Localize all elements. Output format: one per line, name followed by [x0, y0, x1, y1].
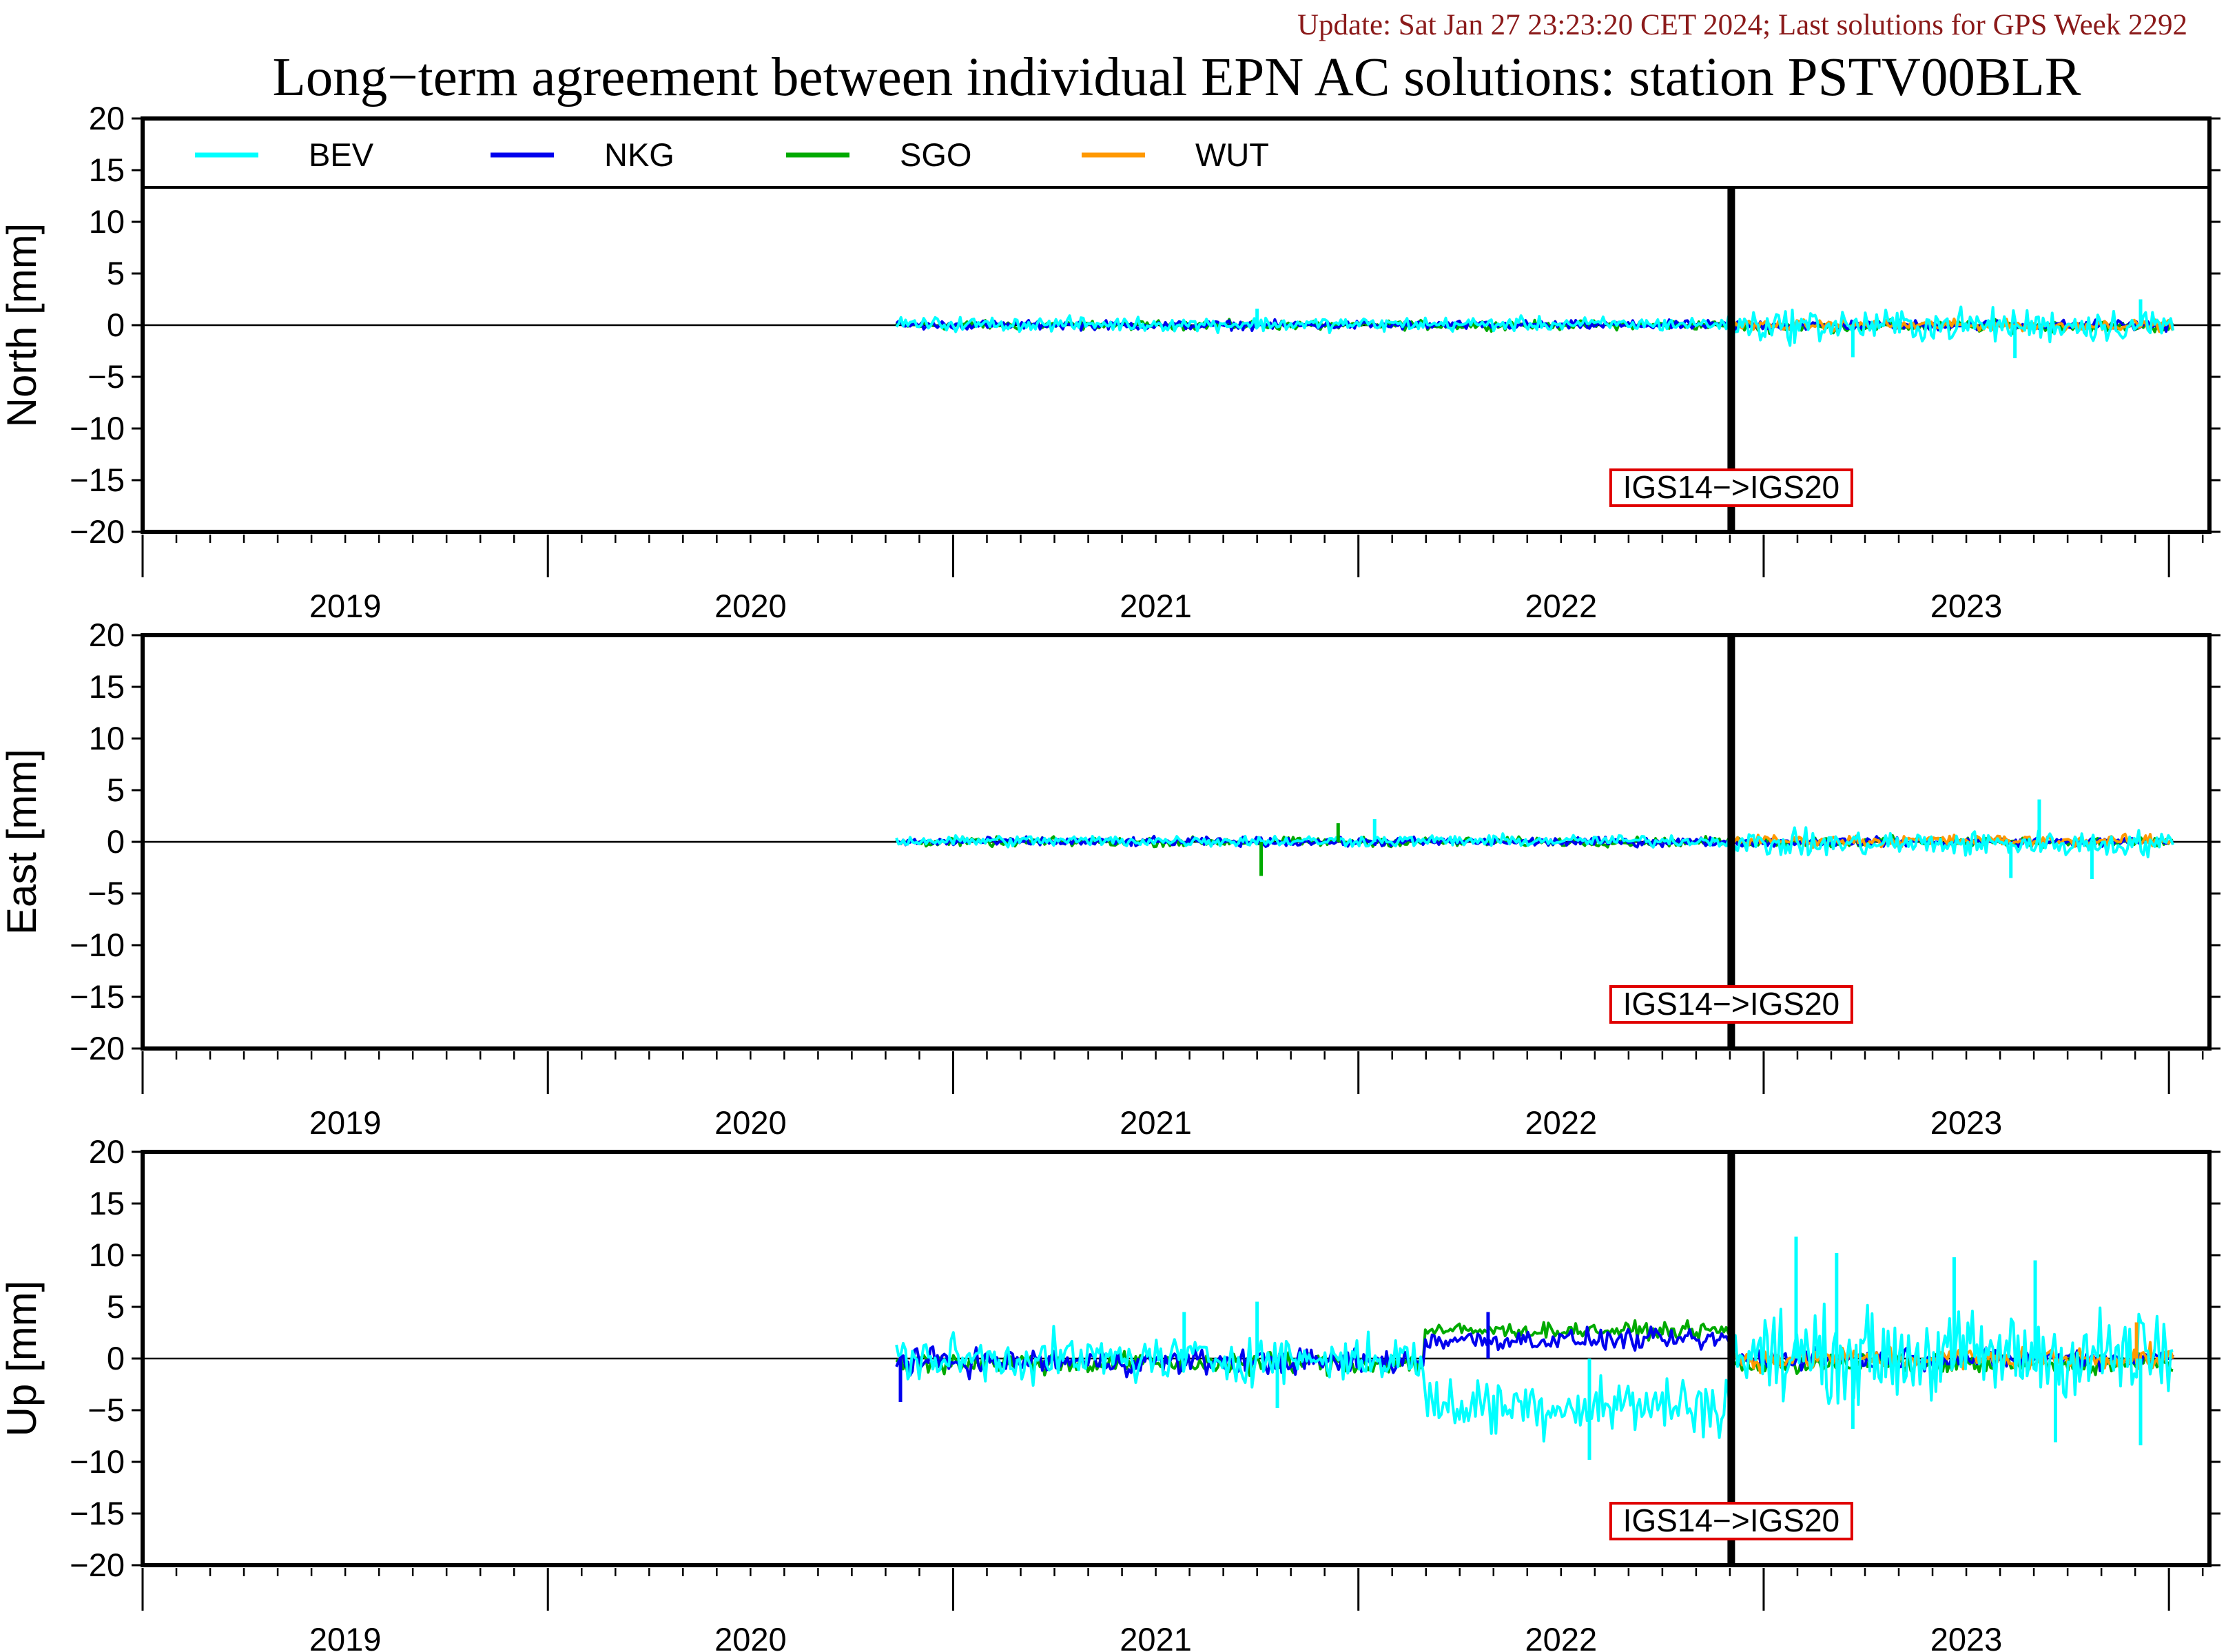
x-tick-label: 2023: [1930, 588, 2003, 624]
panel-north: IGS14−>IGS20 20 15 10 5 0 −5 −10 −15 −20 North [mm…: [0, 100, 2220, 624]
legend-background: [143, 118, 2209, 187]
series-bev-line: [895, 305, 2175, 347]
frame-change-box: [1609, 1502, 1853, 1540]
x-tick-label: 2020: [714, 1621, 787, 1652]
y-tick-label: 0: [107, 1340, 125, 1376]
x-tick-label: 2021: [1120, 588, 1192, 624]
x-tick-label: 2022: [1525, 1104, 1598, 1141]
y-tick-label: −15: [70, 462, 125, 498]
y-tick-label: 20: [89, 617, 125, 653]
frame-change-label: IGS14−>IGS20: [1623, 986, 1840, 1022]
y-tick-label: 15: [89, 668, 125, 705]
y-tick-label: −15: [70, 1495, 125, 1531]
y-axis-label: Up [mm]: [0, 1281, 45, 1437]
x-tick-label: 2019: [309, 588, 382, 624]
update-timestamp: Update: Sat Jan 27 23:23:20 CET 2024; La…: [1297, 9, 2187, 41]
legend-label-bev: BEV: [309, 136, 374, 173]
y-tick-label: 5: [107, 1288, 125, 1325]
x-tick-label: 2019: [309, 1621, 382, 1652]
y-tick-label: −20: [70, 513, 125, 550]
series-group: [895, 1237, 2175, 1460]
y-tick-label: −10: [70, 410, 125, 446]
x-tick-label: 2021: [1120, 1104, 1192, 1141]
panel-east: IGS14−>IGS20 20 15 10 5 0 −5 −10 −15 −20 East [mm]…: [0, 617, 2220, 1141]
x-tick-label: 2022: [1525, 1621, 1598, 1652]
y-tick-label: −15: [70, 978, 125, 1015]
series-bev-line: [895, 826, 2174, 858]
panel-up: IGS14−>IGS20 20 15 10 5 0 −5 −10 −15 −20 Up [mm] 20…: [0, 1133, 2220, 1652]
y-tick-label: −20: [70, 1547, 125, 1583]
y-tick-label: 10: [89, 1237, 125, 1273]
legend-label-nkg: NKG: [604, 136, 674, 173]
frame-change-box: [1609, 468, 1853, 507]
x-tick-label: 2023: [1930, 1104, 2003, 1141]
panel-frame: [141, 116, 2212, 534]
y-tick-label: 10: [89, 720, 125, 756]
x-tick-label: 2022: [1525, 588, 1598, 624]
series-group: [895, 799, 2174, 879]
y-tick-label: 15: [89, 1185, 125, 1221]
x-tick-label: 2023: [1930, 1621, 2003, 1652]
y-tick-label: −10: [70, 927, 125, 963]
y-tick-label: −5: [87, 358, 125, 395]
y-tick-label: 5: [107, 255, 125, 291]
y-tick-label: 15: [89, 152, 125, 188]
y-tick-label: 10: [89, 203, 125, 240]
frame-change-label: IGS14−>IGS20: [1623, 469, 1840, 505]
y-tick-label: 20: [89, 100, 125, 136]
x-tick-label: 2020: [714, 588, 787, 624]
series-bev-line: [895, 1302, 2174, 1443]
chart-title: Long−term agreement between individual E…: [273, 48, 2081, 107]
y-tick-label: −10: [70, 1443, 125, 1480]
x-tick-label: 2021: [1120, 1621, 1192, 1652]
y-tick-label: 20: [89, 1133, 125, 1170]
frame-change-box: [1609, 985, 1853, 1024]
legend-label-sgo: SGO: [900, 136, 971, 173]
y-tick-label: −20: [70, 1030, 125, 1066]
y-axis-label: North [mm]: [0, 223, 45, 428]
y-tick-label: 0: [107, 307, 125, 343]
x-tick-label: 2020: [714, 1104, 787, 1141]
y-tick-label: 0: [107, 823, 125, 860]
frame-change-label: IGS14−>IGS20: [1623, 1503, 1840, 1538]
y-tick-label: −5: [87, 875, 125, 911]
legend-label-wut: WUT: [1195, 136, 1269, 173]
series-group: [895, 299, 2175, 358]
x-tick-label: 2019: [309, 1104, 382, 1141]
y-axis-label: East [mm]: [0, 749, 45, 935]
y-tick-label: 5: [107, 772, 125, 808]
y-tick-label: −5: [87, 1392, 125, 1428]
legend: BEV NKG SGO WUT: [195, 136, 1269, 173]
